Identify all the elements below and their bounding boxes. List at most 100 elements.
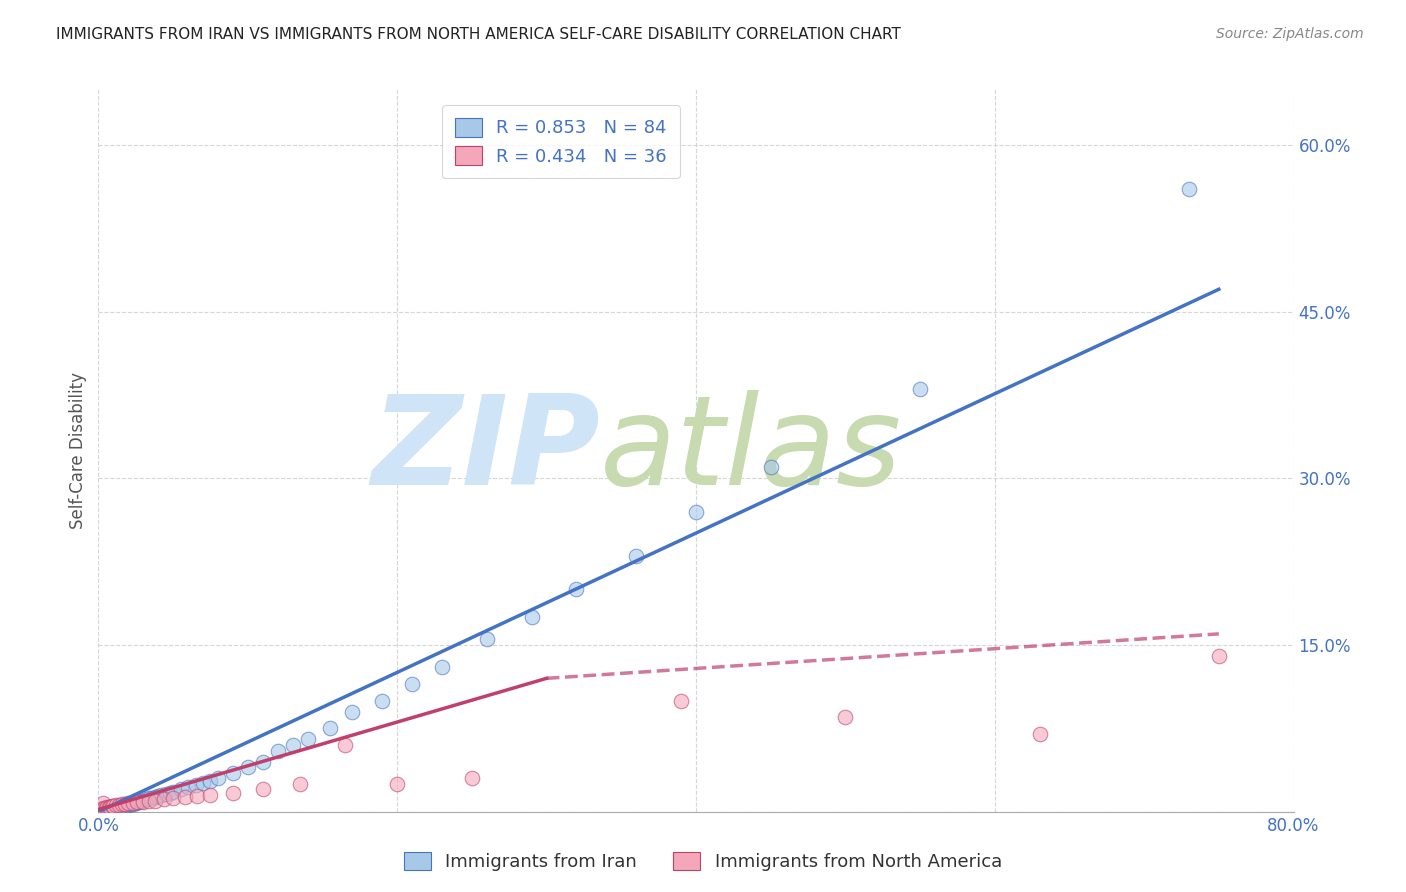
Point <box>90 803 112 817</box>
Point <box>385 777 409 791</box>
Point <box>91 803 114 817</box>
Point <box>94 801 117 815</box>
Point <box>94 803 117 817</box>
Point <box>150 788 173 802</box>
Point <box>91 804 114 818</box>
Point <box>207 772 229 786</box>
Text: Source: ZipAtlas.com: Source: ZipAtlas.com <box>1216 27 1364 41</box>
Point <box>162 791 184 805</box>
Point <box>520 610 543 624</box>
Point <box>342 705 364 719</box>
Point <box>98 800 122 814</box>
Point <box>97 800 120 814</box>
Point <box>118 797 141 811</box>
Point <box>834 710 856 724</box>
Point <box>90 803 112 817</box>
Point <box>162 785 184 799</box>
Point <box>155 787 177 801</box>
Point <box>108 798 131 813</box>
Point <box>96 803 118 817</box>
Point <box>759 460 782 475</box>
Point <box>1208 649 1230 664</box>
Y-axis label: Self-Care Disability: Self-Care Disability <box>69 372 87 529</box>
Point <box>222 786 245 800</box>
Point <box>1178 182 1201 196</box>
Point <box>281 738 304 752</box>
Point <box>132 794 155 808</box>
Point <box>108 800 131 814</box>
Point <box>97 804 120 818</box>
Point <box>461 772 484 786</box>
Point <box>112 799 135 814</box>
Point <box>184 778 207 792</box>
Point <box>107 801 129 815</box>
Text: IMMIGRANTS FROM IRAN VS IMMIGRANTS FROM NORTH AMERICA SELF-CARE DISABILITY CORRE: IMMIGRANTS FROM IRAN VS IMMIGRANTS FROM … <box>56 27 901 42</box>
Point <box>252 755 274 769</box>
Point <box>125 796 148 810</box>
Point <box>115 798 138 813</box>
Point <box>117 798 139 813</box>
Point <box>105 803 128 817</box>
Point <box>191 776 214 790</box>
Point <box>177 780 200 795</box>
Point <box>104 803 127 817</box>
Point <box>94 804 117 818</box>
Point <box>1028 727 1050 741</box>
Point <box>101 801 124 815</box>
Point <box>565 582 588 597</box>
Point <box>186 789 208 804</box>
Point <box>124 796 146 810</box>
Point <box>97 803 120 817</box>
Point <box>104 800 127 814</box>
Point <box>93 803 115 817</box>
Point <box>103 803 125 817</box>
Point <box>91 796 114 810</box>
Point <box>288 777 311 791</box>
Point <box>138 791 160 805</box>
Point <box>135 792 157 806</box>
Point <box>222 765 245 780</box>
Point <box>169 782 191 797</box>
Text: ZIP: ZIP <box>371 390 600 511</box>
Point <box>128 795 150 809</box>
Point <box>319 722 342 736</box>
Point <box>96 804 118 818</box>
Point <box>159 786 181 800</box>
Point <box>89 804 111 818</box>
Point <box>153 792 176 806</box>
Point <box>138 794 160 808</box>
Point <box>200 788 222 802</box>
Point <box>101 804 124 818</box>
Point <box>174 790 197 805</box>
Point <box>111 800 134 814</box>
Point <box>94 801 117 815</box>
Point <box>97 800 120 814</box>
Point <box>111 797 134 811</box>
Point <box>141 791 163 805</box>
Point <box>236 760 259 774</box>
Point <box>121 797 143 811</box>
Legend: Immigrants from Iran, Immigrants from North America: Immigrants from Iran, Immigrants from No… <box>396 845 1010 879</box>
Point <box>110 801 132 815</box>
Point <box>98 803 122 817</box>
Point <box>129 794 152 808</box>
Point <box>93 801 115 815</box>
Point <box>101 799 124 814</box>
Point <box>101 803 124 817</box>
Point <box>120 797 142 811</box>
Point <box>267 743 290 757</box>
Point <box>297 732 319 747</box>
Point <box>252 782 274 797</box>
Point <box>103 799 125 814</box>
Point <box>908 382 931 396</box>
Point <box>127 795 149 809</box>
Point <box>89 803 111 817</box>
Point <box>626 549 648 563</box>
Point <box>91 803 114 817</box>
Point <box>371 693 394 707</box>
Point <box>93 804 115 818</box>
Point <box>475 632 498 647</box>
Point <box>200 773 222 788</box>
Point <box>143 790 166 805</box>
Point <box>117 796 139 810</box>
